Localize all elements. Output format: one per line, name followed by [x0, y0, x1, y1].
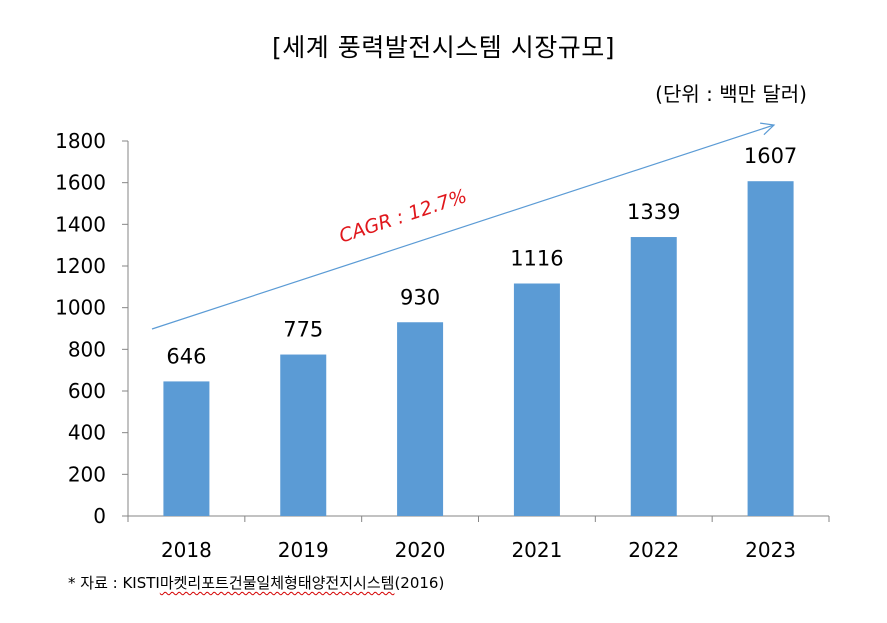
x-tick-label-2018: 2018 [161, 538, 212, 562]
y-tick-label: 1600 [55, 171, 106, 195]
y-tick-label: 1800 [55, 129, 106, 153]
y-tick-label: 600 [68, 379, 106, 403]
y-tick-label: 1200 [55, 254, 106, 278]
chart-bars [163, 181, 794, 517]
source-note: * 자료 : KISTI마켓리포트건물일체형태양전지시스템(2016) [68, 572, 444, 593]
source-underlined: 마켓리포트건물일체형태양전지시스템 [159, 574, 395, 592]
bar-2020 [397, 322, 444, 516]
y-tick-label: 800 [68, 337, 106, 361]
chart-title: [세계 풍력발전시스템 시장규모] [272, 33, 615, 62]
y-tick-label: 200 [68, 462, 106, 486]
bar-2023 [747, 181, 794, 517]
source-suffix: (2016) [394, 574, 445, 592]
unit-label: (단위 : 백만 달러) [655, 82, 807, 106]
y-tick-label: 0 [93, 504, 106, 528]
x-tick-label-2019: 2019 [278, 538, 329, 562]
chart-axes: 0 200 400 600 800 1000 1200 1400 1600 1800 [55, 129, 830, 528]
bar-2021 [513, 283, 560, 516]
cagr-annotation: CAGR : 12.7% [151, 122, 776, 330]
bar-2022 [630, 237, 677, 516]
chart-labels: 646 2018 775 2019 930 2020 1116 2021 1339 2022 160… [161, 144, 797, 562]
source-prefix: * 자료 : KISTI [68, 574, 160, 592]
data-label-2021: 1116 [510, 247, 563, 271]
y-tick-label: 1400 [55, 212, 106, 236]
cagr-arrow-head [760, 122, 776, 136]
bar-2018 [163, 381, 210, 516]
y-tick-label: 1000 [55, 296, 106, 320]
cagr-label: CAGR : 12.7% [336, 185, 469, 247]
x-tick-label-2023: 2023 [745, 538, 796, 562]
bar-2019 [280, 354, 327, 516]
data-label-2018: 646 [166, 344, 206, 368]
x-tick-label-2021: 2021 [511, 538, 562, 562]
data-label-2020: 930 [400, 285, 440, 309]
x-tick-label-2022: 2022 [628, 538, 679, 562]
data-label-2019: 775 [283, 318, 323, 342]
x-tick-label-2020: 2020 [395, 538, 446, 562]
data-label-2023: 1607 [744, 144, 797, 168]
data-label-2022: 1339 [627, 200, 680, 224]
y-tick-label: 400 [68, 421, 106, 445]
cagr-arrow-line [151, 124, 775, 330]
